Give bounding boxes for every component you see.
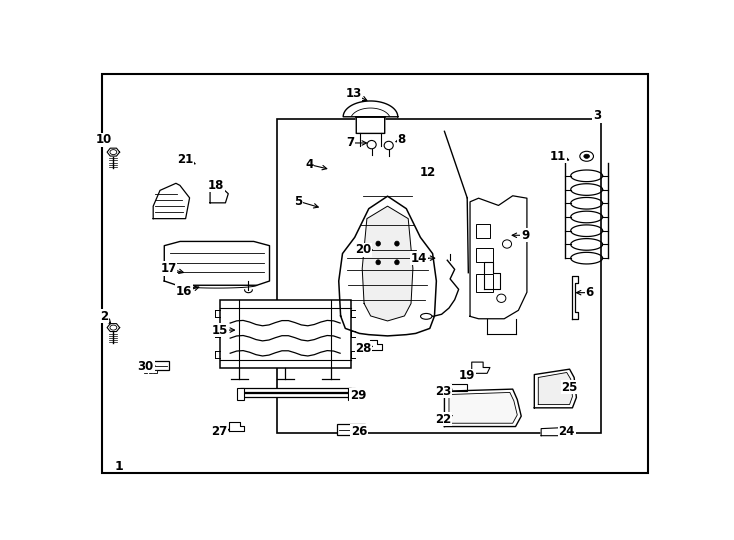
Polygon shape: [449, 393, 517, 423]
Polygon shape: [153, 183, 189, 219]
Ellipse shape: [580, 151, 594, 161]
Text: 9: 9: [521, 229, 529, 242]
Bar: [142, 361, 169, 370]
Text: 29: 29: [350, 389, 366, 402]
Text: 14: 14: [410, 252, 427, 265]
Text: 7: 7: [346, 137, 355, 150]
Text: 26: 26: [351, 425, 367, 438]
Polygon shape: [344, 101, 398, 133]
Bar: [219, 300, 351, 368]
Ellipse shape: [503, 240, 512, 248]
Polygon shape: [541, 427, 573, 436]
Bar: [144, 370, 148, 373]
Ellipse shape: [110, 325, 117, 330]
Text: 11: 11: [550, 150, 567, 163]
Ellipse shape: [376, 260, 380, 265]
Text: 23: 23: [435, 384, 451, 397]
Text: 1: 1: [115, 460, 123, 472]
Polygon shape: [230, 422, 244, 431]
Bar: [239, 393, 351, 397]
Bar: [148, 370, 152, 373]
Bar: [239, 388, 351, 392]
Polygon shape: [371, 340, 382, 349]
Bar: [351, 433, 360, 437]
Text: 15: 15: [211, 323, 228, 336]
Text: 24: 24: [559, 425, 575, 438]
Polygon shape: [472, 362, 490, 373]
Ellipse shape: [584, 154, 589, 158]
Text: 18: 18: [208, 179, 224, 192]
Bar: [450, 384, 468, 391]
Polygon shape: [362, 206, 413, 321]
Polygon shape: [164, 241, 269, 285]
Text: 3: 3: [593, 109, 601, 122]
Text: 25: 25: [562, 381, 578, 394]
Text: 22: 22: [435, 413, 451, 426]
Bar: [476, 248, 493, 262]
Text: 2: 2: [101, 310, 109, 323]
Polygon shape: [573, 276, 578, 319]
Ellipse shape: [367, 140, 376, 149]
Text: 28: 28: [355, 342, 372, 355]
Ellipse shape: [384, 141, 393, 150]
Text: 5: 5: [294, 195, 302, 208]
Text: 20: 20: [355, 244, 372, 256]
Text: 16: 16: [175, 285, 192, 298]
Ellipse shape: [110, 150, 117, 154]
Bar: [153, 370, 156, 373]
Bar: [476, 224, 490, 238]
Polygon shape: [538, 373, 573, 404]
Ellipse shape: [497, 294, 506, 302]
Text: 27: 27: [211, 425, 228, 438]
Ellipse shape: [395, 260, 399, 265]
Ellipse shape: [376, 241, 380, 246]
Polygon shape: [470, 196, 527, 319]
Text: 6: 6: [586, 286, 594, 299]
Polygon shape: [484, 262, 500, 289]
Bar: [476, 274, 493, 292]
Text: 21: 21: [178, 153, 194, 166]
Ellipse shape: [395, 241, 399, 246]
Text: 13: 13: [345, 87, 362, 100]
Text: 4: 4: [305, 158, 313, 171]
Bar: [277, 119, 601, 433]
Bar: [338, 424, 365, 435]
Bar: [348, 388, 355, 400]
Polygon shape: [445, 389, 521, 427]
Bar: [237, 388, 244, 400]
Text: 12: 12: [419, 166, 435, 179]
Polygon shape: [339, 196, 436, 336]
Text: 17: 17: [161, 262, 177, 275]
Text: 19: 19: [459, 369, 476, 382]
Text: 30: 30: [138, 360, 154, 373]
Text: 8: 8: [398, 133, 406, 146]
Polygon shape: [107, 323, 120, 332]
Ellipse shape: [421, 313, 432, 319]
Polygon shape: [210, 181, 228, 203]
Text: 10: 10: [96, 133, 112, 146]
Polygon shape: [534, 369, 576, 408]
Polygon shape: [107, 148, 120, 156]
